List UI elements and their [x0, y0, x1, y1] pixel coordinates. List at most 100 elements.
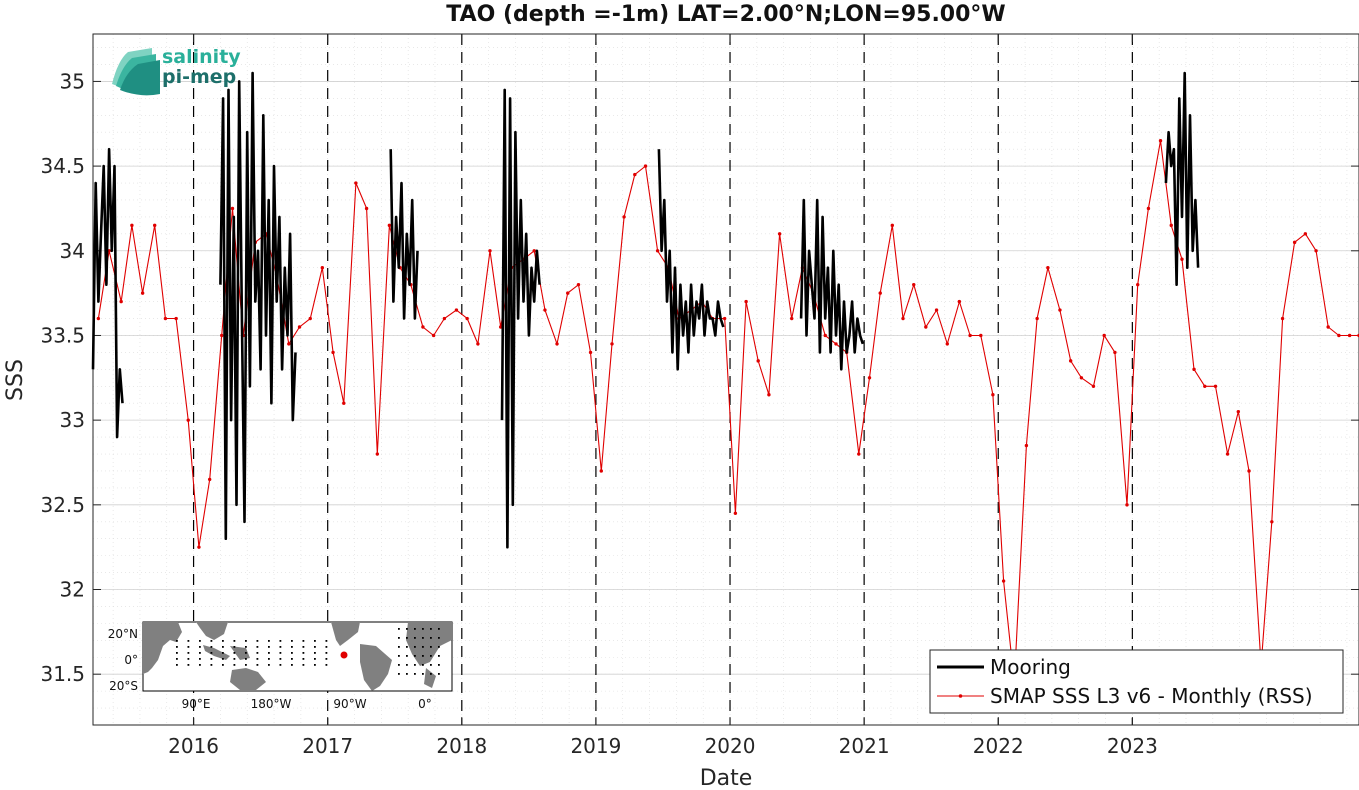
smap-point: [1102, 333, 1106, 338]
y-tick-label: 33.5: [40, 323, 85, 347]
mooring-segment: [657, 149, 725, 371]
inset-station-dot: [314, 646, 316, 648]
smap-point: [1058, 308, 1062, 312]
mooring-segment: [799, 198, 865, 371]
inset-station-dot: [245, 664, 247, 666]
legend-mooring-label: Mooring: [990, 655, 1071, 679]
smap-point: [220, 333, 224, 338]
inset-station-dot: [430, 637, 432, 639]
inset-station-dot: [187, 640, 190, 642]
smap-point: [756, 359, 760, 363]
smap-point: [823, 333, 827, 338]
smap-point: [1280, 316, 1285, 321]
inset-station-dot: [256, 652, 259, 654]
inset-lon-label-0: 0°: [418, 697, 432, 711]
x-tick-label: 2021: [839, 734, 890, 758]
smap-point: [96, 316, 101, 321]
smap-point: [622, 215, 626, 219]
y-tick-label: 35: [60, 69, 85, 93]
smap-point: [957, 299, 962, 304]
inset-station-dot: [187, 646, 190, 648]
mooring-segment: [91, 147, 124, 439]
smap-point: [790, 316, 794, 321]
inset-lon-label-180w: 180°W: [251, 697, 292, 711]
smap-point: [431, 333, 436, 338]
smap-point: [857, 452, 861, 456]
y-tick-label: 33: [60, 408, 85, 432]
smap-point: [878, 291, 882, 295]
smap-point: [1035, 316, 1039, 321]
inset-lon-label-90w: 90°W: [333, 697, 366, 711]
inset-station-dot: [438, 664, 440, 666]
x-tick-label: 2017: [302, 734, 353, 758]
chart-title: TAO (depth =-1m) LAT=2.00°N;LON=95.00°W: [446, 2, 1005, 27]
logo-line1: salinity: [162, 46, 241, 68]
inset-station-dot: [245, 646, 247, 648]
inset-station-dot: [414, 628, 416, 630]
inset-station-dot: [233, 658, 236, 660]
smap-point: [1068, 359, 1073, 363]
x-tick-label: 2020: [705, 734, 756, 758]
inset-lat-label-0: 0°: [124, 653, 138, 667]
smap-point: [1203, 384, 1207, 388]
legend-smap-marker: [958, 694, 963, 698]
smap-point: [1125, 503, 1129, 507]
inset-station-dot: [199, 652, 201, 654]
inset-station-dot: [279, 664, 282, 666]
smap-point: [1292, 240, 1297, 245]
inset-station-dot: [268, 640, 270, 642]
inset-station-dot: [245, 640, 247, 642]
inset-station-dot: [256, 664, 259, 666]
smap-point: [140, 291, 145, 295]
inset-station-dot: [422, 628, 424, 630]
smap-point: [867, 376, 872, 380]
inset-station-dot: [233, 664, 236, 666]
inset-station-dot: [314, 652, 316, 654]
smap-point: [454, 308, 459, 312]
smap-point: [287, 342, 291, 346]
inset-station-dot: [279, 640, 282, 642]
legend-box: [929, 649, 1344, 714]
smap-point: [1046, 266, 1050, 270]
inset-station-dot: [438, 646, 440, 648]
inset-lat-label-20s: 20°S: [109, 679, 138, 693]
smap-point: [119, 299, 123, 304]
smap-point: [364, 206, 369, 211]
smap-point: [1192, 367, 1196, 372]
inset-station-dot: [314, 664, 316, 666]
inset-station-dot: [430, 655, 432, 657]
inset-station-dot: [302, 652, 305, 654]
smap-point: [633, 172, 637, 177]
smap-point: [331, 350, 335, 355]
inset-station-dot: [222, 646, 224, 648]
year-dashed-lines: [192, 34, 1133, 725]
smap-point: [163, 316, 168, 321]
smap-point: [912, 282, 916, 287]
y-tick-label: 34.5: [40, 154, 85, 178]
inset-station-dot: [302, 664, 305, 666]
inset-station-dot: [398, 646, 400, 648]
inset-station-dot: [222, 664, 224, 666]
inset-station-dot: [222, 652, 224, 654]
smap-point: [655, 249, 660, 253]
smap-point: [1326, 325, 1330, 329]
inset-station-dot: [414, 637, 416, 639]
smap-point: [320, 266, 325, 270]
smap-point: [476, 342, 480, 346]
smap-point: [1136, 282, 1140, 287]
inset-station-dot: [325, 658, 328, 660]
inset-station-dot: [398, 673, 400, 675]
salinity-pi-mep-logo: salinity pi-mep: [112, 46, 241, 96]
smap-point: [1158, 138, 1163, 143]
inset-station-dot: [406, 673, 408, 675]
inset-map: 20°N 0° 20°S 90°E 180°W 90°W 0°: [108, 621, 453, 711]
inset-station-dot: [176, 646, 178, 648]
inset-station-dot: [256, 640, 259, 642]
smap-point: [1337, 333, 1341, 338]
inset-station-dot: [233, 646, 236, 648]
x-tick-label: 2023: [1107, 734, 1158, 758]
smap-point: [1001, 579, 1006, 583]
smap-point: [924, 325, 928, 329]
smap-point: [532, 249, 536, 253]
inset-map-land: [143, 622, 452, 691]
